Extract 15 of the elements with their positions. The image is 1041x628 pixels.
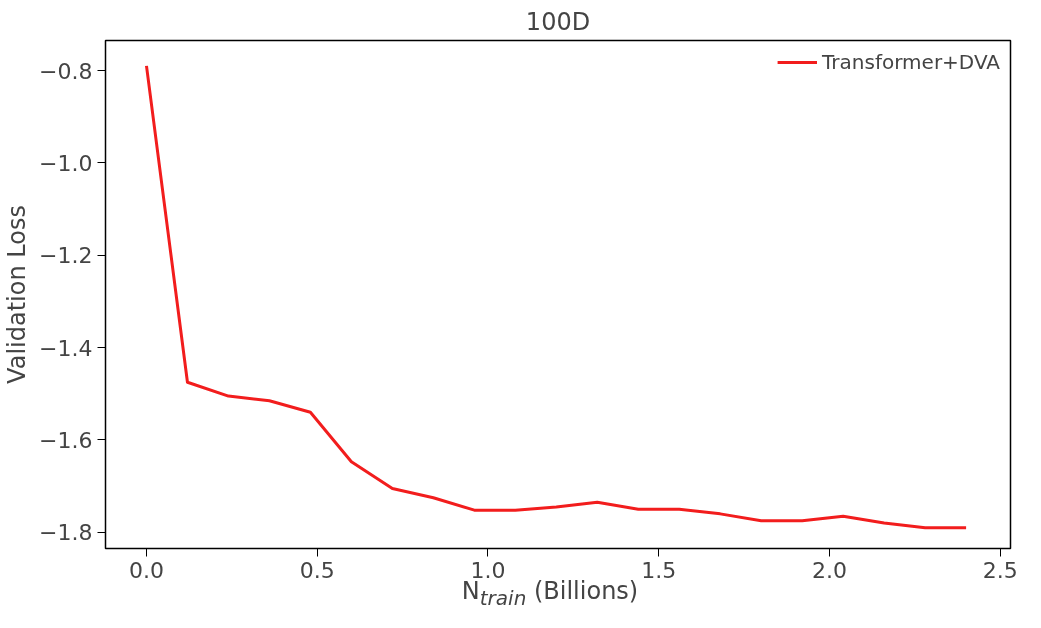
x-tick-label: 0.0 [128,557,164,583]
x-tick-label: 2.0 [812,557,848,583]
y-axis-title: Validation Loss [3,205,32,384]
y-tick-label: −1.2 [39,243,93,269]
legend-label: Transformer+DVA [822,50,1000,74]
y-tick-label: −1.0 [39,150,93,176]
x-tick-label: 0.5 [299,557,335,583]
x-tick-label: 2.5 [982,557,1018,583]
x-tick-label: 1.5 [641,557,677,583]
y-tick-label: −0.8 [39,58,93,84]
x-axis-title: N$_{train}$ (Billions) [461,577,639,612]
y-tick-label: −1.4 [39,335,93,361]
chart-title: 100D [525,7,591,36]
y-tick-label: −1.6 [39,427,93,453]
y-tick-label: −1.8 [39,520,93,546]
